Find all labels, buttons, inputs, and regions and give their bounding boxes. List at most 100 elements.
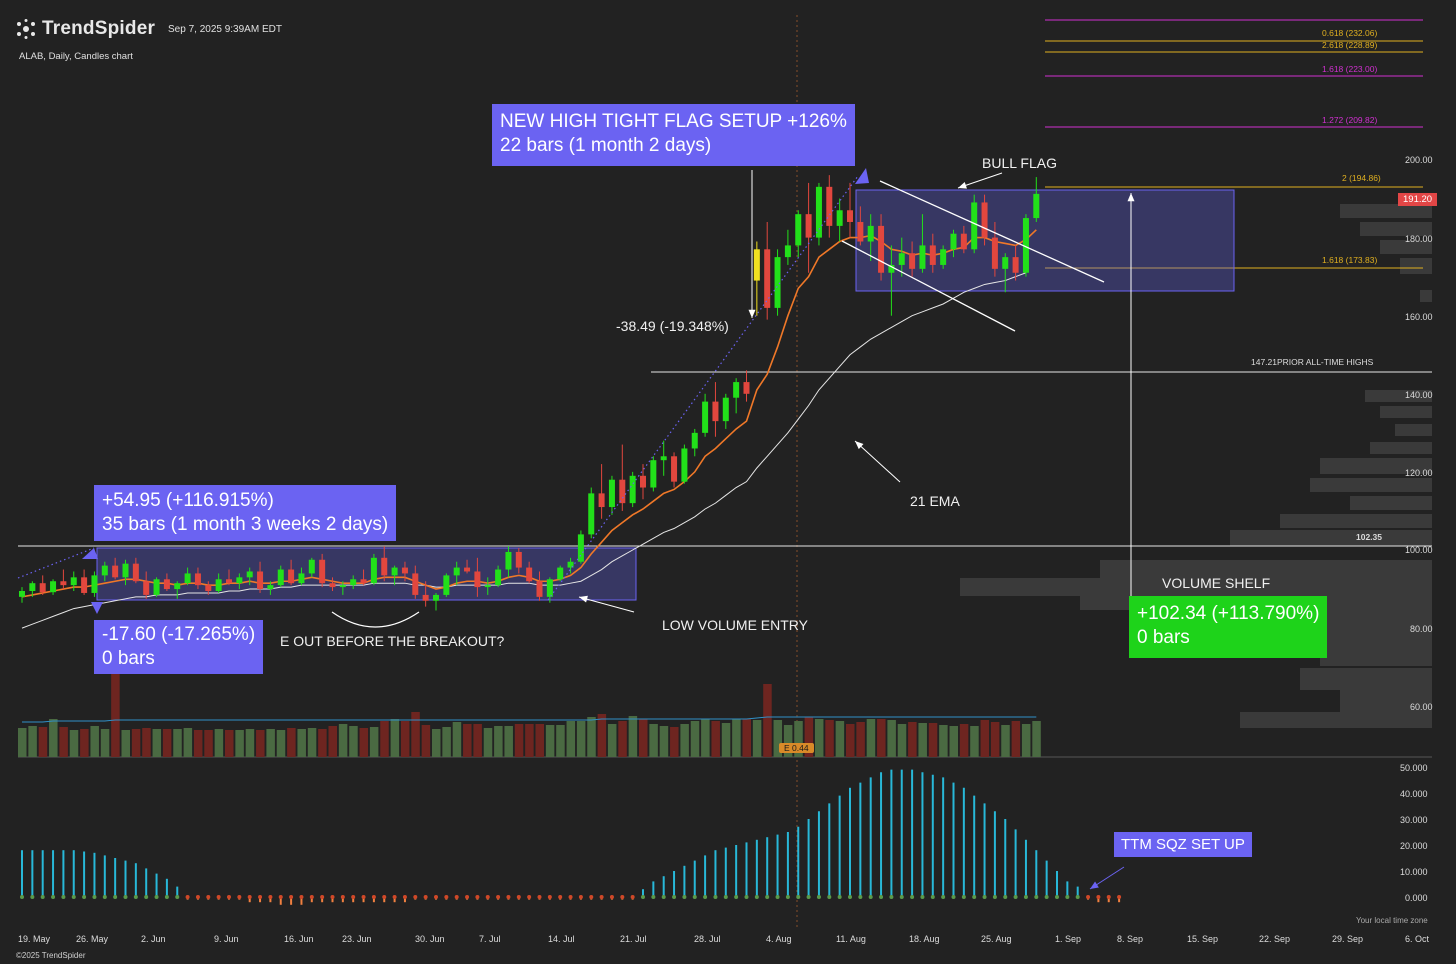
earnings-tag[interactable]: E 0.44 (779, 743, 814, 753)
timezone-note[interactable]: Your local time zone (1356, 916, 1428, 925)
candle-body (1022, 218, 1029, 273)
volume-ma-line (22, 716, 1037, 723)
candle-body (412, 573, 419, 595)
volume-bar (639, 719, 648, 757)
squeeze-dot (475, 895, 480, 899)
squeeze-dot (796, 895, 801, 899)
base-annotation-line2: 35 bars (1 month 3 weeks 2 days) (102, 514, 389, 535)
base-annotation-line1: +54.95 (+116.915%) (102, 490, 274, 511)
candle-body (619, 479, 626, 504)
price-tick-4: 120.00 (1405, 468, 1433, 478)
bull-flag-label: BULL FLAG (982, 155, 1057, 171)
volume-bar (318, 729, 327, 757)
volume-bar (752, 720, 762, 757)
ttm-annotation[interactable]: TTM SQZ SET UP (1114, 832, 1252, 857)
volume-bar (297, 729, 306, 757)
last-price-tag: 191.20 (1398, 193, 1438, 206)
candle-body (19, 591, 25, 597)
volume-bar (411, 712, 420, 757)
volume-profile-bar (1380, 240, 1432, 254)
volume-profile-bar (1310, 478, 1432, 492)
x-tick-5: 23. Jun (342, 934, 372, 944)
drawdown-annotation[interactable]: -17.60 (-17.265%) 0 bars (94, 620, 264, 674)
volume-bar (452, 722, 462, 757)
squeeze-dot (889, 895, 894, 899)
squeeze-dot (485, 895, 490, 899)
candle-body (660, 456, 667, 461)
candle-body (267, 585, 274, 590)
x-tick-16: 8. Sep (1117, 934, 1144, 944)
volume-bar (525, 724, 534, 757)
volume-bar (100, 729, 110, 757)
squeeze-dot (216, 895, 221, 899)
volume-bar (131, 729, 141, 757)
indicator-tick-0: 50.000 (1400, 763, 1428, 773)
volume-profile-bar (1320, 458, 1432, 474)
candle-body (339, 585, 346, 588)
squeeze-dot (40, 895, 45, 899)
candle-body (878, 225, 885, 273)
volume-bar (400, 721, 410, 757)
squeeze-dot (920, 895, 925, 899)
low-volume-label: LOW VOLUME ENTRY (662, 617, 808, 633)
candle-body (122, 563, 129, 578)
candle-body (640, 475, 646, 488)
x-tick-10: 28. Jul (694, 934, 721, 944)
candle-body (702, 401, 709, 433)
candle-body (329, 583, 336, 588)
candle-body (567, 561, 574, 568)
setup-annotation[interactable]: NEW HIGH TIGHT FLAG SETUP +126% 22 bars … (492, 104, 855, 166)
volume-bar (711, 721, 720, 757)
squeeze-dot (247, 895, 252, 899)
volume-bar (856, 722, 865, 757)
squeeze-dot (1023, 895, 1028, 899)
squeeze-dot (227, 895, 231, 899)
x-tick-11: 4. Aug (766, 934, 792, 944)
base-range-box (96, 547, 637, 601)
candle-body (360, 579, 367, 584)
volume-bar (442, 727, 451, 757)
volume-bar (835, 721, 845, 757)
volume-bar (980, 720, 990, 757)
volume-bar (256, 730, 265, 757)
volume-bar (390, 719, 400, 757)
candle-body (960, 233, 967, 250)
move-annotation[interactable]: +102.34 (+113.790%) 0 bars (1129, 596, 1328, 658)
squeeze-dot (330, 895, 335, 899)
squeeze-dot (402, 895, 407, 899)
price-tick-2: 160.00 (1405, 312, 1433, 322)
trendspider-logo: TrendSpider (16, 18, 155, 40)
volume-bar (597, 714, 607, 757)
price-tick-5: 100.00 (1405, 545, 1433, 555)
candle-body (370, 557, 377, 584)
squeeze-dot (465, 895, 470, 899)
volume-bar (587, 717, 596, 757)
ema-arrow (854, 440, 901, 483)
volume-bar (690, 721, 700, 757)
volume-bar (721, 723, 731, 757)
volume-bar (152, 729, 162, 757)
volume-bar (463, 724, 472, 757)
volume-bar (866, 719, 876, 757)
candle-body (722, 397, 729, 422)
volume-shelf-label: VOLUME SHELF (1162, 575, 1271, 591)
squeeze-dot (206, 895, 211, 899)
squeeze-dot (371, 895, 376, 899)
candle-body (784, 245, 791, 258)
volume-bar (990, 722, 1000, 757)
squeeze-dot (651, 895, 656, 899)
base-annotation[interactable]: +54.95 (+116.915%) 35 bars (1 month 3 we… (94, 485, 397, 541)
squeeze-dot (723, 895, 728, 899)
candle-body (319, 559, 326, 584)
brand-name: TrendSpider (42, 18, 156, 39)
volume-bar (742, 719, 751, 757)
volume-profile-bar (1300, 668, 1432, 690)
candle-body (112, 565, 119, 578)
candle-body (940, 249, 947, 265)
candle-body (526, 567, 533, 582)
volume-bar (897, 724, 907, 757)
squeeze-dot (661, 895, 666, 899)
volume-bar (162, 729, 172, 757)
candle-body (163, 579, 170, 590)
